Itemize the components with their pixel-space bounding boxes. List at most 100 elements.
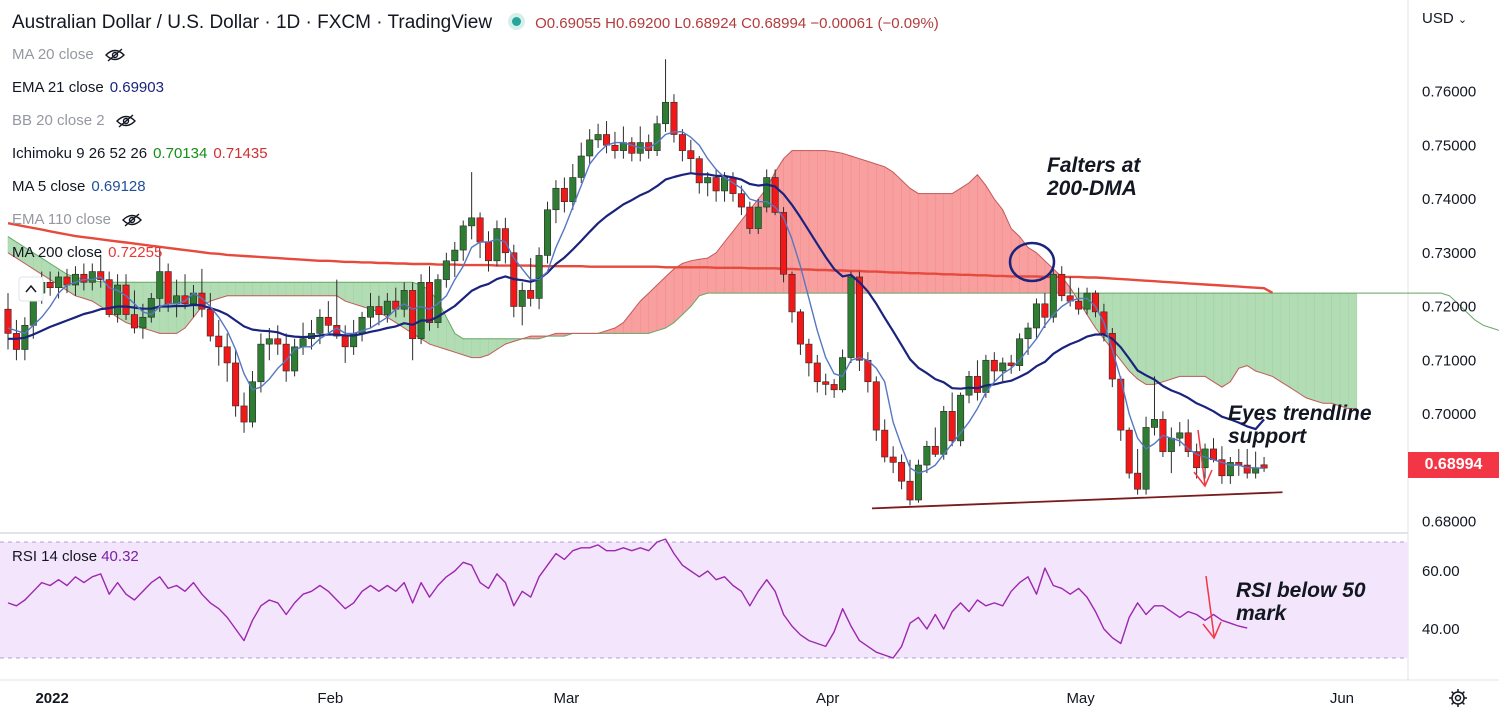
falters-circle-marker[interactable] <box>1008 241 1056 283</box>
candle-body <box>1167 437 1175 452</box>
cloud-segment <box>1272 292 1282 383</box>
candle-body <box>274 338 282 345</box>
candle-body <box>881 429 889 458</box>
price-arrow-marker[interactable] <box>1193 429 1213 488</box>
cloud-segment <box>302 281 312 297</box>
cloud-segment <box>1120 292 1130 372</box>
annotation-eyes-trendline[interactable]: Eyes trendline support <box>1228 402 1372 448</box>
candle-body <box>544 209 552 256</box>
candle-body <box>223 346 231 364</box>
cloud-segment <box>1002 209 1012 294</box>
candle-body <box>560 187 568 202</box>
candle-body <box>1032 303 1040 329</box>
candle-body <box>569 177 577 202</box>
rsi-arrow-marker[interactable] <box>1202 575 1222 640</box>
price-tick-label: 0.71000 <box>1422 352 1476 369</box>
candle-body <box>518 290 526 307</box>
candle-body <box>46 282 54 288</box>
legend-collapse-button[interactable] <box>18 276 44 302</box>
legend-ma5[interactable]: MA 5 close 0.69128 <box>12 178 146 195</box>
price-tick-label: 0.75000 <box>1422 137 1476 154</box>
cloud-segment <box>1339 292 1349 410</box>
cloud-segment <box>816 150 827 294</box>
candle-body <box>383 300 391 315</box>
cloud-segment <box>1348 292 1358 409</box>
trendline-support[interactable] <box>871 491 1283 510</box>
legend-rsi[interactable]: RSI 14 close 40.32 <box>12 548 139 565</box>
candle-body <box>1125 429 1133 474</box>
cloud-segment <box>732 219 742 294</box>
candle-body <box>628 142 636 154</box>
cloud-segment <box>639 292 650 334</box>
eye-hidden-icon[interactable] <box>121 213 143 227</box>
cloud-segment <box>1238 292 1248 369</box>
cloud-segment <box>901 179 911 294</box>
candle-body <box>341 335 349 348</box>
eye-hidden-icon[interactable] <box>115 114 137 128</box>
cloud-segment <box>1154 292 1164 385</box>
candle-body <box>257 343 265 383</box>
cloud-segment <box>665 268 675 329</box>
legend-ema110[interactable]: EMA 110 close <box>12 211 143 228</box>
legend-bb20[interactable]: BB 20 close 2 <box>12 112 137 129</box>
legend-name: RSI 14 close <box>12 548 98 565</box>
legend-name: MA 5 close <box>12 178 86 195</box>
time-axis[interactable]: 2022FebMarAprMayJunJulAug <box>35 690 1499 707</box>
candle-body <box>552 187 560 211</box>
trendline-path <box>871 491 1283 510</box>
ohlc-readout: O0.69055 H0.69200 L0.68924 C0.68994 −0.0… <box>535 15 939 32</box>
legend-ma20[interactable]: MA 20 close <box>12 46 126 63</box>
legend-ichimoku[interactable]: Ichimoku 9 26 52 26 0.70134 0.71435 <box>12 145 268 162</box>
cloud-segment <box>1305 292 1315 402</box>
rsi-axis[interactable]: 60.00 40.00 <box>1422 563 1460 638</box>
cloud-segment <box>682 260 692 316</box>
cloud-segment <box>1246 292 1256 372</box>
annotation-falters[interactable]: Falters at 200-DMA <box>1047 154 1140 200</box>
candle-body <box>4 308 12 334</box>
cloud-segment <box>1230 292 1240 383</box>
candle-body <box>1108 333 1116 380</box>
cloud-segment <box>1187 292 1197 377</box>
cloud-segment <box>353 281 363 307</box>
cloud-segment <box>176 281 186 334</box>
cloud-segment <box>1027 246 1037 294</box>
cloud-segment <box>623 311 633 334</box>
chevron-down-icon: ⌄ <box>1457 14 1468 26</box>
cloud-segment <box>707 252 717 294</box>
candle-body <box>459 225 467 251</box>
chevron-up-icon <box>25 284 37 293</box>
candle-body <box>906 480 914 501</box>
symbol-title[interactable]: Australian Dollar / U.S. Dollar · 1D · F… <box>12 12 493 33</box>
time-tick-label: 2022 <box>35 690 68 707</box>
candle-body <box>493 228 501 262</box>
candlestick-series <box>4 59 1268 506</box>
cloud-segment <box>1171 292 1181 380</box>
candle-body <box>1193 451 1201 469</box>
cloud-segment <box>327 281 338 297</box>
candle-body <box>586 139 594 157</box>
candle-body <box>527 290 535 299</box>
eye-hidden-icon[interactable] <box>104 48 126 62</box>
cloud-segment <box>446 317 456 353</box>
ohlc-close: C0.68994 <box>741 15 807 32</box>
legend-value: 0.69903 <box>109 79 164 96</box>
settings-gear-icon[interactable] <box>1449 689 1467 707</box>
candle-body <box>1142 427 1150 490</box>
legend-ema21[interactable]: EMA 21 close 0.69903 <box>12 79 164 96</box>
annotation-rsi[interactable]: RSI below 50 mark <box>1236 579 1366 625</box>
market-status-dot[interactable] <box>512 17 522 27</box>
candle-body <box>830 384 838 391</box>
candle-body <box>931 445 939 455</box>
rsi-path <box>7 538 1248 659</box>
candle-body <box>282 343 290 372</box>
legend-ma200[interactable]: MA 200 close 0.72255 <box>12 244 162 261</box>
cloud-segment <box>1213 292 1223 388</box>
candle-body <box>914 464 922 501</box>
cloud-segment <box>1289 292 1299 394</box>
candle-body <box>1184 432 1192 452</box>
candle-body <box>611 144 619 151</box>
candle-body <box>577 155 585 178</box>
currency-selector[interactable]: USD ⌄ <box>1422 10 1467 27</box>
candle-body <box>1091 292 1099 313</box>
